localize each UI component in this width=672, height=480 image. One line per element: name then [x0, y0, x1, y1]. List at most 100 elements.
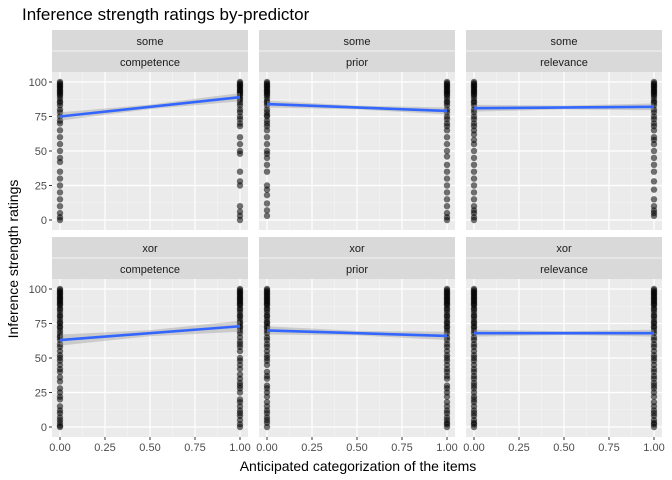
x-tick-label: 0.75 [184, 442, 205, 454]
strip-col [259, 51, 455, 72]
data-point [650, 212, 658, 220]
y-tick-label: 0 [41, 422, 47, 434]
strip-label-row: xor [142, 243, 158, 255]
y-tick-label: 50 [35, 353, 47, 365]
x-tick-label: 1.00 [436, 442, 457, 454]
data-point [650, 140, 658, 148]
x-tick-label: 0.00 [256, 442, 277, 454]
data-point [650, 423, 658, 431]
data-point [650, 154, 658, 162]
data-point [263, 191, 271, 199]
data-point [443, 175, 451, 182]
data-point [470, 182, 478, 189]
x-tick-label: 0.75 [391, 442, 412, 454]
data-point [443, 189, 451, 196]
strip-label-col: prior [346, 57, 368, 69]
data-point [443, 196, 451, 203]
data-point [263, 423, 271, 431]
data-point [443, 216, 451, 224]
x-tick-label: 0.25 [301, 442, 322, 454]
data-point [470, 189, 478, 196]
data-point [236, 182, 244, 189]
data-point [56, 158, 64, 166]
data-point [263, 127, 271, 134]
data-point [56, 396, 64, 403]
y-tick-label: 25 [35, 388, 47, 400]
data-point [56, 127, 64, 134]
y-tick-label: 50 [35, 146, 47, 158]
data-point [443, 140, 451, 148]
x-tick-label: 1.00 [643, 442, 664, 454]
data-point [56, 140, 64, 148]
y-axis-title: Inference strength ratings [5, 180, 21, 339]
data-point [470, 175, 478, 182]
data-point [236, 140, 244, 148]
strip-col [52, 51, 248, 72]
fit-line [473, 105, 655, 110]
strip-col [52, 258, 248, 279]
strip-label-col: prior [346, 264, 368, 276]
data-point [263, 212, 271, 220]
data-point [56, 423, 64, 431]
data-point [443, 375, 451, 382]
data-point [56, 175, 64, 182]
panel-xor-prior: xor prior 0.00 0.25 0.50 0.75 1.00 [256, 237, 458, 454]
data-point [56, 196, 64, 203]
strip-label-col: relevance [540, 57, 588, 69]
panel-some-competence: some competence 0 25 50 75 100 [29, 30, 248, 230]
data-point [650, 393, 658, 400]
y-tick-label: 0 [41, 215, 47, 227]
data-point [650, 127, 658, 134]
data-point [443, 127, 451, 134]
fit-line [266, 329, 448, 338]
data-point [56, 189, 64, 196]
data-point [650, 147, 658, 155]
data-point [56, 134, 64, 141]
panel-grid: some competence 0 25 50 75 100 some prior some rel… [29, 30, 665, 454]
fit-line [266, 102, 448, 113]
strip-label-row: xor [556, 243, 572, 255]
chart-title: Inference strength ratings by-predictor [22, 5, 310, 24]
x-tick-label: 1.00 [229, 442, 250, 454]
data-point [236, 365, 244, 373]
x-tick-label: 0.00 [463, 442, 484, 454]
data-point [470, 131, 478, 138]
data-point [263, 168, 271, 175]
data-point [236, 168, 244, 175]
data-point [263, 134, 271, 141]
data-point [263, 154, 271, 162]
data-point [470, 161, 478, 168]
strip-label-row: some [551, 36, 578, 48]
strip-col [466, 258, 662, 279]
y-tick-label: 25 [35, 181, 47, 193]
data-point [263, 375, 271, 382]
data-point [470, 423, 478, 431]
y-tick-label: 75 [35, 112, 47, 124]
data-point [470, 140, 478, 148]
data-point [650, 196, 658, 203]
strip-row [52, 237, 248, 258]
data-point [470, 216, 478, 224]
data-point [443, 203, 451, 210]
data-point [443, 168, 451, 175]
strip-row [259, 237, 455, 258]
data-point [236, 347, 244, 355]
x-tick-label: 0.50 [139, 442, 160, 454]
data-point [470, 154, 478, 162]
data-point [263, 200, 271, 207]
x-axis-title: Anticipated categorization of the items [240, 458, 477, 474]
fit-line [59, 324, 241, 342]
data-point [470, 196, 478, 203]
data-point [443, 153, 451, 160]
data-point [443, 147, 451, 155]
strip-label-row: some [344, 36, 371, 48]
x-tick-label: 0.50 [553, 442, 574, 454]
y-tick-label: 100 [29, 77, 47, 89]
strip-row [259, 30, 455, 51]
strip-label-col: relevance [540, 264, 588, 276]
panel-xor-relevance: xor relevance 0.00 0.25 0.50 0.75 1.00 [463, 237, 665, 454]
data-point [263, 186, 271, 193]
data-point [263, 207, 271, 214]
data-point [56, 168, 64, 175]
